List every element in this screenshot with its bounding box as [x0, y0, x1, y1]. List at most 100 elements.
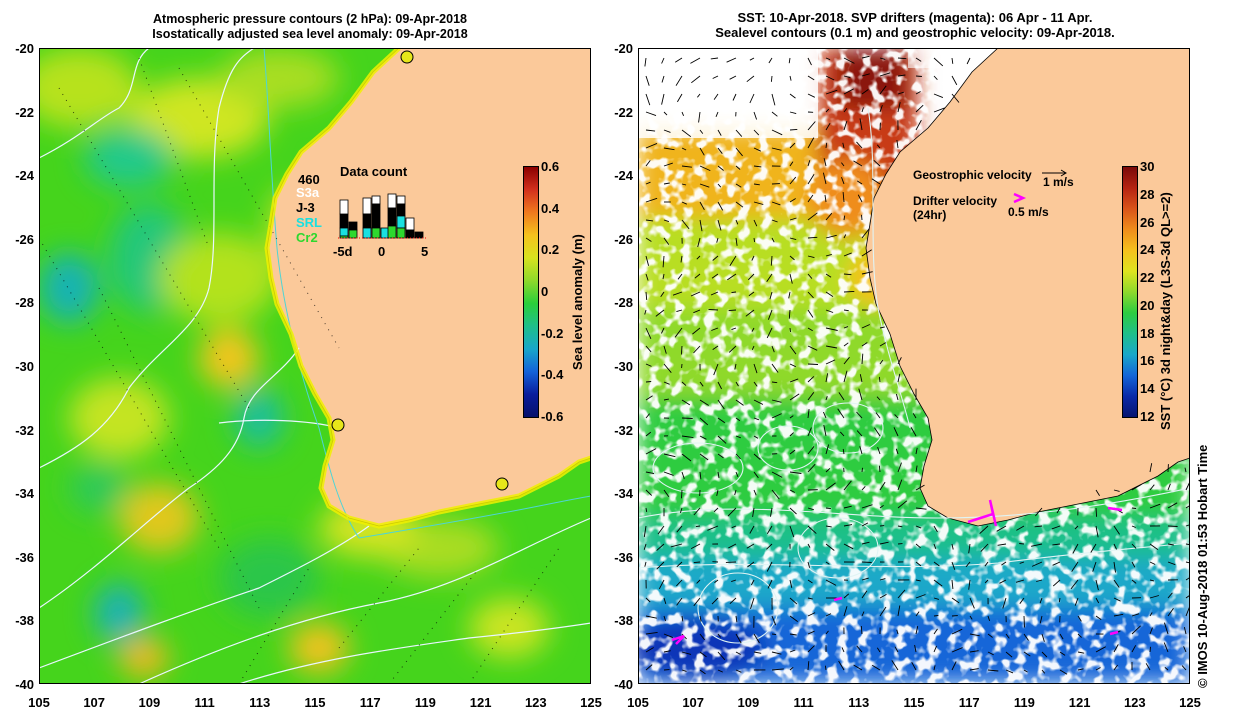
- velocity-arrow: [1059, 633, 1064, 640]
- velocity-arrow: [987, 669, 999, 672]
- velocity-arrow: [735, 201, 744, 208]
- velocity-arrow: [735, 633, 742, 644]
- velocity-arrow: [753, 633, 760, 644]
- velocity-arrow: [879, 326, 885, 329]
- velocity-arrow: [1039, 597, 1043, 604]
- tide-gauge-marker[interactable]: [400, 50, 414, 64]
- velocity-arrow: [894, 646, 899, 653]
- velocity-arrow: [770, 507, 773, 517]
- velocity-arrow: [747, 561, 755, 568]
- velocity-arrow: [825, 108, 830, 113]
- velocity-arrow: [1113, 644, 1119, 653]
- velocity-arrow: [789, 615, 798, 622]
- right-y-tick: -40: [614, 677, 633, 692]
- velocity-arrow: [999, 579, 1007, 584]
- velocity-arrow: [690, 291, 701, 297]
- right-x-tick: 115: [903, 695, 925, 710]
- drifter-velocity-label-sub: (24hr): [913, 208, 947, 222]
- left-x-tick: 117: [359, 695, 381, 710]
- velocity-arrow: [861, 353, 864, 365]
- velocity-arrow: [843, 88, 854, 95]
- velocity-arrow: [915, 507, 927, 510]
- velocity-arrow: [735, 183, 742, 188]
- velocity-arrow: [731, 291, 737, 293]
- velocity-arrow: [645, 631, 658, 635]
- velocity-arrow: [1167, 525, 1178, 527]
- velocity-arrow: [789, 525, 795, 538]
- velocity-arrow: [717, 417, 726, 424]
- velocity-arrow: [1041, 669, 1046, 674]
- tide-gauge-marker[interactable]: [331, 418, 345, 432]
- velocity-arrow: [807, 561, 811, 568]
- colorbar-tick: -0.2: [541, 325, 564, 341]
- velocity-arrow: [663, 453, 676, 458]
- colorbar-tick: 30: [1140, 159, 1155, 174]
- velocity-arrow: [715, 111, 719, 117]
- velocity-arrow: [968, 543, 971, 554]
- velocity-arrow: [897, 91, 904, 95]
- velocity-arrow: [871, 178, 881, 185]
- right-y-tick: -28: [614, 295, 633, 311]
- velocity-arrow: [789, 142, 796, 149]
- velocity-arrow: [681, 471, 685, 480]
- velocity-arrow: [735, 615, 738, 623]
- velocity-arrow: [753, 435, 759, 439]
- velocity-arrow: [645, 219, 654, 222]
- right-x-tick: 125: [1179, 695, 1201, 710]
- velocity-arrow: [771, 471, 783, 478]
- velocity-arrow: [1016, 525, 1025, 531]
- velocity-arrow: [1131, 613, 1140, 617]
- velocity-arrow: [856, 180, 863, 185]
- velocity-arrow: [788, 291, 791, 299]
- right-x-tick: 119: [1013, 695, 1035, 710]
- velocity-arrow: [910, 427, 917, 437]
- velocity-arrow: [825, 467, 831, 473]
- right-y-tick: -26: [614, 231, 633, 247]
- velocity-arrow: [717, 471, 720, 479]
- velocity-arrow: [825, 525, 832, 528]
- colorbar-tick: 0.4: [541, 200, 560, 216]
- velocity-arrow: [843, 480, 852, 491]
- velocity-arrow: [1095, 507, 1098, 517]
- velocity-arrow: [670, 543, 683, 548]
- velocity-arrow: [643, 525, 647, 538]
- velocity-arrow: [771, 237, 775, 243]
- velocity-arrow: [699, 147, 705, 156]
- velocity-arrow: [824, 665, 827, 671]
- velocity-arrow: [663, 111, 668, 116]
- velocity-arrow: [807, 543, 811, 548]
- velocity-arrow: [676, 579, 683, 587]
- velocity-arrow: [663, 182, 670, 185]
- velocity-arrow: [768, 57, 773, 64]
- velocity-arrow: [807, 579, 813, 584]
- velocity-arrow: [697, 93, 701, 98]
- velocity-arrow: [1149, 579, 1155, 582]
- left-y-tick: -20: [15, 41, 34, 56]
- velocity-arrow: [1035, 507, 1043, 517]
- velocity-arrow: [856, 411, 863, 419]
- velocity-arrow: [1036, 579, 1043, 582]
- velocity-arrow: [951, 543, 954, 550]
- velocity-arrow: [681, 201, 687, 205]
- right-x-tick: 107: [682, 695, 705, 710]
- velocity-arrow: [1113, 579, 1120, 588]
- velocity-arrow: [645, 381, 652, 383]
- velocity-arrow: [656, 543, 665, 551]
- velocity-arrow: [681, 615, 684, 622]
- velocity-arrow: [1077, 615, 1082, 622]
- velocity-arrow: [861, 577, 869, 581]
- velocity-arrow: [825, 57, 831, 61]
- velocity-arrow: [694, 273, 701, 279]
- velocity-arrow: [753, 129, 760, 136]
- left-y-tick: -26: [15, 231, 34, 247]
- velocity-arrow: [861, 73, 870, 77]
- velocity-arrow: [879, 606, 887, 617]
- velocity-arrow: [807, 392, 815, 401]
- velocity-arrow: [789, 597, 798, 605]
- left-y-tick: -32: [15, 422, 34, 438]
- velocity-arrow: [712, 255, 719, 261]
- velocity-arrow: [861, 561, 872, 563]
- velocity-arrow: [1090, 543, 1097, 553]
- tide-gauge-marker[interactable]: [495, 477, 509, 491]
- velocity-arrow: [789, 666, 794, 671]
